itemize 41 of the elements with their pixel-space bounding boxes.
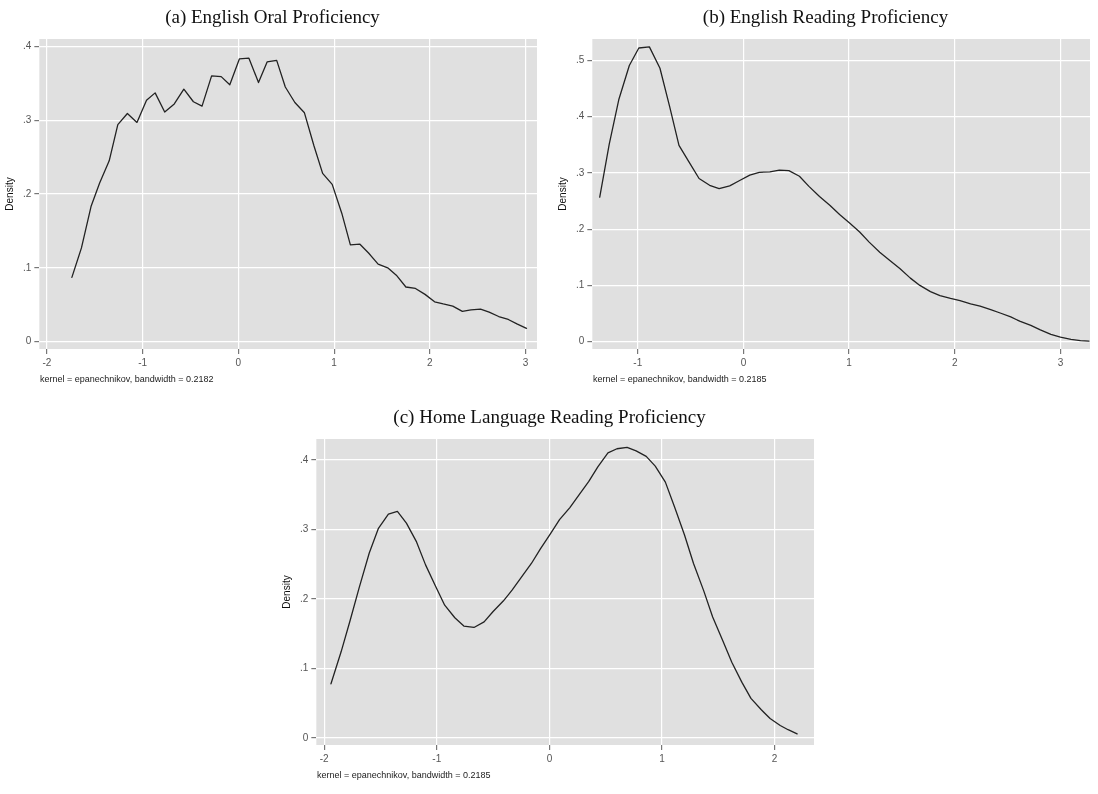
y-tick-label: 0 [578,335,585,347]
x-tick-label: 3 [522,356,529,368]
text: kernel = epanechnikov, bandwidth = 0.2185 [317,770,492,780]
x-tick-label: -1 [633,356,643,368]
y-axis-title: Density [3,177,15,211]
x-tick-label: 2 [427,356,434,368]
chart-title: (c) Home Language Reading Proficiency [392,405,707,429]
x-tick-label: -1 [432,752,442,764]
x-tick-label: 1 [846,356,853,368]
y-tick-label: .2 [300,592,309,604]
y-axis-title: Density [280,575,292,609]
y-tick-label: .3 [300,523,309,535]
y-tick-label: .1 [23,261,32,273]
chart-title: (b) English Reading Proficiency [701,5,950,29]
x-tick-label: 0 [546,752,553,764]
y-tick-label: 0 [302,731,309,743]
x-tick-label: 0 [740,356,747,368]
x-tick-label: 0 [235,356,242,368]
y-axis-title: Density [556,177,568,211]
x-tick-label: 2 [771,752,778,764]
y-tick-label: .5 [576,54,585,66]
y-tick-label: .1 [576,279,585,291]
x-tick-label: -2 [319,752,330,764]
x-tick-label: -2 [42,356,52,368]
x-tick-label: 1 [331,356,338,368]
y-tick-label: .4 [23,40,32,52]
x-tick-label: -1 [138,356,148,368]
x-tick-label: 1 [659,752,666,764]
text: kernel = epanechnikov, bandwidth = 0.2182 [40,374,215,384]
y-tick-label: 0 [25,335,32,347]
y-tick-label: .2 [23,187,32,199]
y-tick-label: .2 [576,222,585,234]
chart-title: (a) English Oral Proficiency [164,5,381,29]
y-tick-label: .4 [300,453,309,465]
x-tick-label: 3 [1057,356,1064,368]
x-tick-label: 2 [951,356,958,368]
y-tick-label: .3 [576,166,585,178]
y-tick-label: .1 [300,662,309,674]
y-tick-label: .3 [23,113,32,125]
y-tick-label: .4 [576,110,585,122]
text: kernel = epanechnikov, bandwidth = 0.2185 [593,374,768,384]
